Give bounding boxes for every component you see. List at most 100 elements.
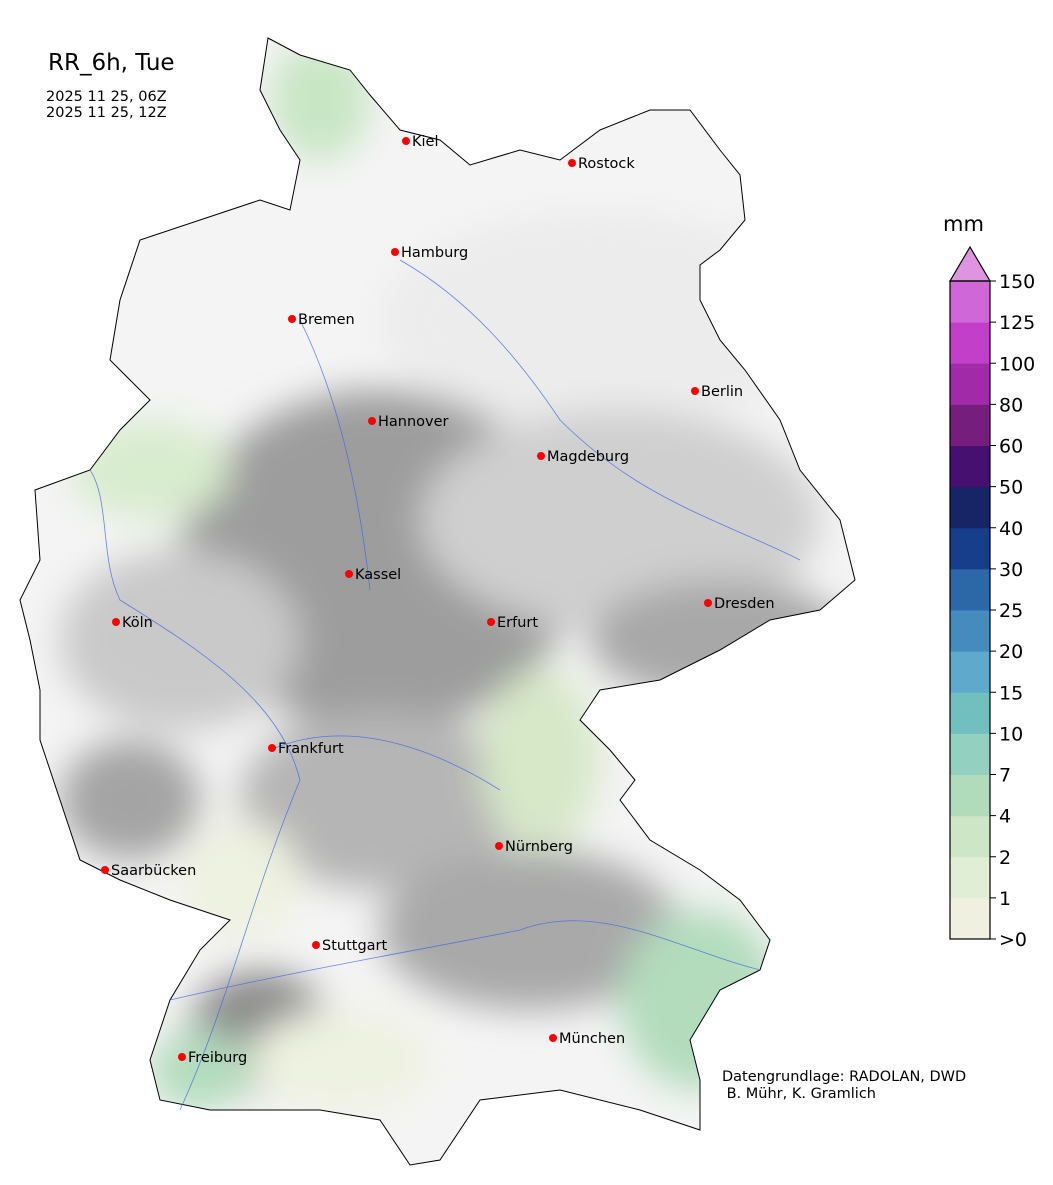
city-label: Erfurt	[497, 615, 538, 631]
colorbar: >0 1 2 4 7 10 15 20 25 30 40 50 60 80 100 125 150	[948, 245, 1035, 951]
city-frankfurt: Frankfurt	[268, 741, 344, 757]
city-erfurt: Erfurt	[487, 615, 538, 631]
colorbar-tick-label: 10	[999, 723, 1023, 745]
city-dresden: Dresden	[704, 596, 775, 612]
city-marker	[312, 941, 320, 949]
data-credit: Datengrundlage: RADOLAN, DWD B. Mühr, K.…	[722, 1069, 966, 1103]
colorbar-tick-label: 1	[999, 888, 1011, 910]
city-label: Freiburg	[188, 1050, 247, 1066]
credit-line-1: Datengrundlage: RADOLAN, DWD	[722, 1069, 967, 1085]
city-hamburg: Hamburg	[391, 245, 468, 261]
city-marker	[487, 618, 495, 626]
colorbar-segment	[950, 568, 990, 611]
colorbar-segment	[950, 322, 990, 364]
colorbar-segment	[950, 486, 990, 529]
city-label: Bremen	[298, 312, 355, 328]
city-label: Nürnberg	[505, 839, 573, 855]
colorbar-segment	[950, 897, 990, 940]
colorbar-tick-label: 40	[999, 518, 1023, 540]
colorbar-segment	[950, 363, 990, 405]
colorbar-tick-label: 15	[999, 682, 1023, 704]
colorbar-segment	[950, 445, 990, 488]
colorbar-tick-label: 100	[999, 353, 1035, 375]
colorbar-segment	[950, 815, 990, 858]
colorbar-tick-label: 25	[999, 600, 1023, 622]
city-rostock: Rostock	[568, 156, 635, 172]
colorbar-tick-label: 60	[999, 436, 1023, 458]
city-magdeburg: Magdeburg	[537, 449, 629, 465]
city-marker	[495, 842, 503, 850]
city-hannover: Hannover	[368, 414, 449, 430]
city-label: Magdeburg	[547, 449, 629, 465]
city-kassel: Kassel	[345, 567, 401, 583]
city-marker	[549, 1034, 557, 1042]
city-label: Hannover	[378, 414, 449, 430]
city-label: München	[559, 1031, 625, 1047]
city-marker	[112, 618, 120, 626]
colorbar-tick-label: 7	[999, 765, 1011, 787]
colorbar-tick-label: 2	[999, 847, 1011, 869]
city-label: Kassel	[355, 567, 401, 583]
city-marker	[101, 866, 109, 874]
colorbar-segment	[950, 281, 990, 323]
river-rhine	[89, 469, 301, 1111]
city-bremen: Bremen	[288, 312, 355, 328]
city-marker	[402, 137, 410, 145]
city-marker	[704, 599, 712, 607]
city-berlin: Berlin	[691, 384, 743, 400]
city-label: Frankfurt	[278, 741, 344, 757]
colorbar-segment	[950, 856, 990, 899]
city-label: Rostock	[578, 156, 635, 172]
precipitation-field	[20, 38, 855, 1165]
city-saarbücken: Saarbücken	[101, 863, 196, 879]
city-label: Dresden	[714, 596, 775, 612]
city-kiel: Kiel	[402, 134, 439, 150]
colorbar-segment	[950, 692, 990, 734]
colorbar-segment	[950, 733, 990, 775]
country-border	[19, 37, 856, 1166]
city-label: Saarbücken	[111, 863, 196, 879]
colorbar-tick-label: 80	[999, 394, 1023, 416]
credit-line-2: B. Mühr, K. Gramlich	[722, 1086, 876, 1102]
city-label: Stuttgart	[322, 938, 388, 954]
colorbar-tick-label: 30	[999, 559, 1023, 581]
colorbar-tick-label: 125	[999, 312, 1035, 334]
city-marker	[691, 387, 699, 395]
city-marker	[368, 417, 376, 425]
colorbar-segment	[950, 610, 990, 652]
map-title: RR_6h, Tue	[48, 50, 175, 76]
colorbar-segment	[950, 527, 990, 570]
period-start: 2025 11 25, 06Z	[46, 89, 167, 105]
river-weser	[299, 319, 371, 591]
city-stuttgart: Stuttgart	[312, 938, 388, 954]
city-marker	[288, 315, 296, 323]
colorbar-extend-arrow	[948, 245, 992, 282]
city-marker	[178, 1053, 186, 1061]
rivers	[89, 259, 801, 1111]
colorbar-tick-label: 4	[999, 806, 1011, 828]
colorbar-tick-label: 150	[999, 271, 1035, 293]
colorbar-tick-label: 20	[999, 641, 1023, 663]
colorbar-segment	[950, 404, 990, 446]
city-label: Kiel	[412, 134, 439, 150]
river-danube	[169, 920, 761, 1001]
city-nürnberg: Nürnberg	[495, 839, 573, 855]
colorbar-tick-label: 50	[999, 477, 1023, 499]
period-end: 2025 11 25, 12Z	[46, 105, 167, 121]
city-münchen: München	[549, 1031, 625, 1047]
city-freiburg: Freiburg	[178, 1050, 247, 1066]
city-köln: Köln	[112, 615, 153, 631]
city-label: Köln	[122, 615, 153, 631]
city-marker	[537, 452, 545, 460]
city-markers: Kiel Rostock Hamburg Bremen Berlin Hannover Ma…	[101, 134, 775, 1066]
city-marker	[268, 744, 276, 752]
colorbar-tick-label: >0	[999, 929, 1027, 951]
city-marker	[345, 570, 353, 578]
city-marker	[391, 248, 399, 256]
colorbar-segment	[950, 774, 990, 817]
city-label: Hamburg	[401, 245, 468, 261]
river-elbe	[399, 259, 801, 561]
city-marker	[568, 159, 576, 167]
river-main	[269, 735, 501, 791]
